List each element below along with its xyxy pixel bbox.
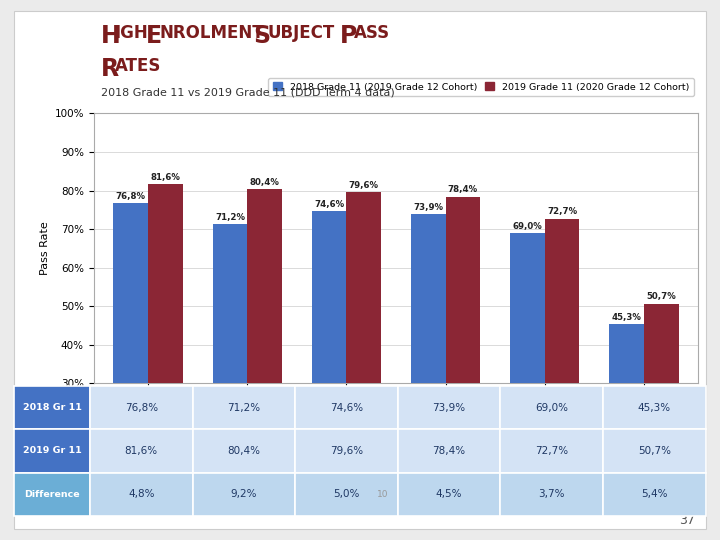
Text: 80,4%: 80,4% — [228, 446, 261, 456]
Bar — [312, 211, 346, 499]
Text: IGH: IGH — [114, 24, 148, 42]
Text: 71,2%: 71,2% — [215, 213, 245, 222]
Text: R: R — [101, 57, 119, 80]
Bar — [446, 197, 480, 499]
Bar — [148, 184, 183, 499]
Text: UBJECT: UBJECT — [267, 24, 334, 42]
Text: H: H — [101, 24, 120, 48]
Text: 71,2%: 71,2% — [228, 403, 261, 413]
Text: P: P — [340, 24, 357, 48]
Y-axis label: Pass Rate: Pass Rate — [40, 221, 50, 275]
Text: 4,8%: 4,8% — [128, 489, 155, 499]
Text: 5,4%: 5,4% — [641, 489, 667, 499]
Text: 72,7%: 72,7% — [547, 207, 577, 217]
Bar — [346, 192, 381, 499]
Text: 81,6%: 81,6% — [125, 446, 158, 456]
Text: 72,7%: 72,7% — [535, 446, 568, 456]
Bar — [114, 203, 148, 499]
Text: Difference: Difference — [24, 490, 80, 498]
Text: 4,5%: 4,5% — [436, 489, 462, 499]
Bar — [545, 219, 580, 499]
Text: 3,7%: 3,7% — [539, 489, 565, 499]
Text: 50,7%: 50,7% — [647, 292, 676, 301]
Bar — [411, 214, 446, 499]
Bar — [247, 189, 282, 499]
Text: NROLMENT: NROLMENT — [160, 24, 264, 42]
Text: 76,8%: 76,8% — [125, 403, 158, 413]
Text: 74,6%: 74,6% — [330, 403, 363, 413]
Text: 74,6%: 74,6% — [314, 200, 344, 209]
Text: 50,7%: 50,7% — [638, 446, 671, 456]
Text: 80,4%: 80,4% — [250, 178, 279, 187]
Text: 2019 Gr 11: 2019 Gr 11 — [23, 447, 81, 455]
Text: 73,9%: 73,9% — [433, 403, 466, 413]
Text: 76,8%: 76,8% — [116, 192, 145, 200]
Text: 37: 37 — [679, 514, 695, 526]
Text: ASS: ASS — [354, 24, 390, 42]
Text: 10: 10 — [377, 490, 388, 498]
Text: 2018 Grade 11 vs 2019 Grade 11 (DDD Term 4 data): 2018 Grade 11 vs 2019 Grade 11 (DDD Term… — [101, 87, 395, 98]
Legend: 2018 Grade 11 (2019 Grade 12 Cohort), 2019 Grade 11 (2020 Grade 12 Cohort): 2018 Grade 11 (2019 Grade 12 Cohort), 20… — [268, 78, 693, 96]
Text: ATES: ATES — [114, 57, 161, 75]
Text: 78,4%: 78,4% — [448, 185, 478, 194]
Text: 9,2%: 9,2% — [230, 489, 257, 499]
Text: 79,6%: 79,6% — [330, 446, 363, 456]
Bar — [510, 233, 545, 499]
Text: 73,9%: 73,9% — [413, 202, 444, 212]
Text: 81,6%: 81,6% — [150, 173, 181, 182]
Text: 69,0%: 69,0% — [513, 221, 542, 231]
Text: 5,0%: 5,0% — [333, 489, 360, 499]
Text: S: S — [253, 24, 271, 48]
Bar — [212, 225, 247, 499]
Text: 2018 Gr 11: 2018 Gr 11 — [23, 403, 81, 412]
Text: 78,4%: 78,4% — [433, 446, 466, 456]
Text: 45,3%: 45,3% — [611, 313, 642, 322]
Text: 79,6%: 79,6% — [348, 181, 379, 190]
Text: 45,3%: 45,3% — [638, 403, 671, 413]
Text: 69,0%: 69,0% — [535, 403, 568, 413]
Bar — [644, 303, 678, 499]
Text: E: E — [146, 24, 162, 48]
Bar — [609, 325, 644, 499]
